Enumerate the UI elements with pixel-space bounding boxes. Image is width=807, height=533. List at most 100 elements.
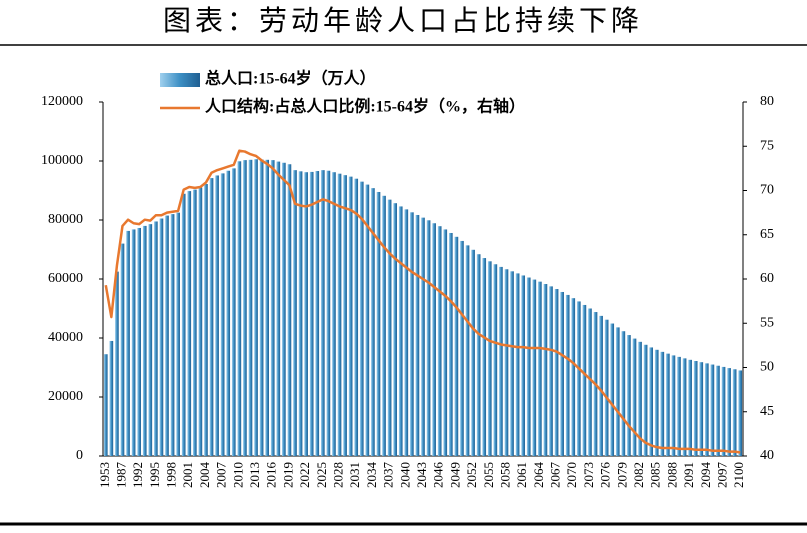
y2-tick-label: 45	[760, 404, 774, 419]
bar	[543, 284, 548, 456]
bar	[259, 159, 264, 456]
bar	[476, 254, 481, 456]
x-tick-label: 2073	[581, 462, 596, 488]
bar	[465, 245, 470, 456]
y-tick-label: 0	[76, 448, 83, 463]
bar	[521, 275, 526, 456]
y-tick-label: 20000	[48, 389, 83, 404]
x-tick-label: 2004	[197, 462, 212, 489]
bar	[460, 240, 464, 456]
x-tick-label: 2031	[347, 462, 362, 488]
bar	[532, 279, 537, 456]
x-tick-label: 2097	[715, 462, 730, 489]
bar	[142, 225, 147, 456]
bar	[421, 217, 425, 456]
bar	[604, 319, 609, 456]
y2-tick-label: 40	[760, 448, 774, 463]
bar	[493, 264, 498, 456]
bar	[576, 301, 581, 456]
x-tick-label: 1995	[147, 462, 162, 488]
x-tick-label: 2028	[331, 462, 346, 488]
bar	[621, 331, 626, 456]
x-tick-label: 2010	[230, 462, 245, 488]
y2-tick-label: 80	[760, 94, 774, 109]
y2-tick-label: 65	[760, 227, 774, 242]
bar	[343, 175, 347, 456]
bar	[326, 170, 331, 457]
x-tick-label: 2001	[180, 462, 195, 488]
bar	[109, 340, 114, 456]
bar	[471, 249, 475, 456]
x-tick-label: 2082	[631, 462, 646, 488]
bar	[643, 344, 648, 456]
x-tick-label: 1953	[97, 462, 112, 488]
bar	[337, 173, 342, 456]
bar	[526, 277, 531, 456]
bar	[487, 261, 492, 456]
bar	[176, 212, 180, 456]
y2-tick-label: 50	[760, 360, 774, 375]
legend-swatch	[160, 73, 200, 87]
bar	[666, 353, 670, 456]
bar	[565, 294, 570, 456]
bar	[560, 291, 564, 456]
bar	[115, 271, 119, 456]
bar	[426, 220, 431, 456]
bar	[137, 227, 142, 456]
bar	[170, 214, 175, 456]
bar	[231, 168, 236, 456]
bar	[198, 187, 203, 457]
bar	[398, 206, 403, 456]
x-tick-label: 2076	[598, 462, 613, 489]
y-tick-label: 60000	[48, 271, 83, 286]
x-tick-label: 2058	[497, 462, 512, 488]
bar	[632, 338, 637, 456]
bar	[699, 362, 704, 456]
x-tick-label: 2061	[514, 462, 529, 488]
bar	[437, 226, 442, 456]
bar	[371, 188, 375, 456]
x-tick-label: 2091	[681, 462, 696, 488]
x-tick-label: 2019	[280, 462, 295, 488]
bar	[320, 170, 325, 456]
bar	[404, 209, 409, 456]
y-tick-label: 40000	[48, 330, 83, 345]
bar	[649, 347, 654, 456]
bar	[243, 160, 247, 457]
bar	[638, 341, 642, 456]
bar	[721, 366, 726, 456]
bar	[727, 368, 731, 456]
bar	[148, 224, 153, 456]
bar	[660, 351, 665, 456]
x-tick-label: 2085	[648, 462, 663, 488]
bar	[654, 349, 659, 456]
bar	[415, 214, 420, 456]
bar	[226, 170, 231, 457]
x-tick-label: 2064	[531, 462, 546, 489]
bar	[354, 178, 359, 456]
bar	[204, 184, 208, 456]
chart-title: 图表：劳动年龄人口占比持续下降	[163, 5, 643, 37]
x-tick-label: 2100	[731, 462, 746, 488]
x-tick-label: 2088	[664, 462, 679, 488]
y2-tick-label: 75	[760, 138, 774, 153]
bar	[298, 171, 303, 456]
bar	[693, 361, 698, 456]
bar	[293, 170, 297, 456]
bar	[159, 218, 164, 456]
bar	[682, 358, 687, 456]
y-tick-label: 120000	[41, 94, 83, 109]
y2-tick-label: 70	[760, 183, 774, 198]
x-tick-label: 2007	[214, 462, 229, 489]
bar	[254, 159, 258, 457]
x-tick-label: 1992	[130, 462, 145, 488]
bar	[599, 315, 603, 456]
bar	[359, 181, 364, 456]
bar	[270, 160, 275, 457]
x-tick-label: 2049	[447, 462, 462, 488]
bar	[716, 365, 720, 456]
bar	[215, 175, 219, 456]
x-tick-label: 2037	[381, 462, 396, 489]
bar	[187, 191, 192, 456]
